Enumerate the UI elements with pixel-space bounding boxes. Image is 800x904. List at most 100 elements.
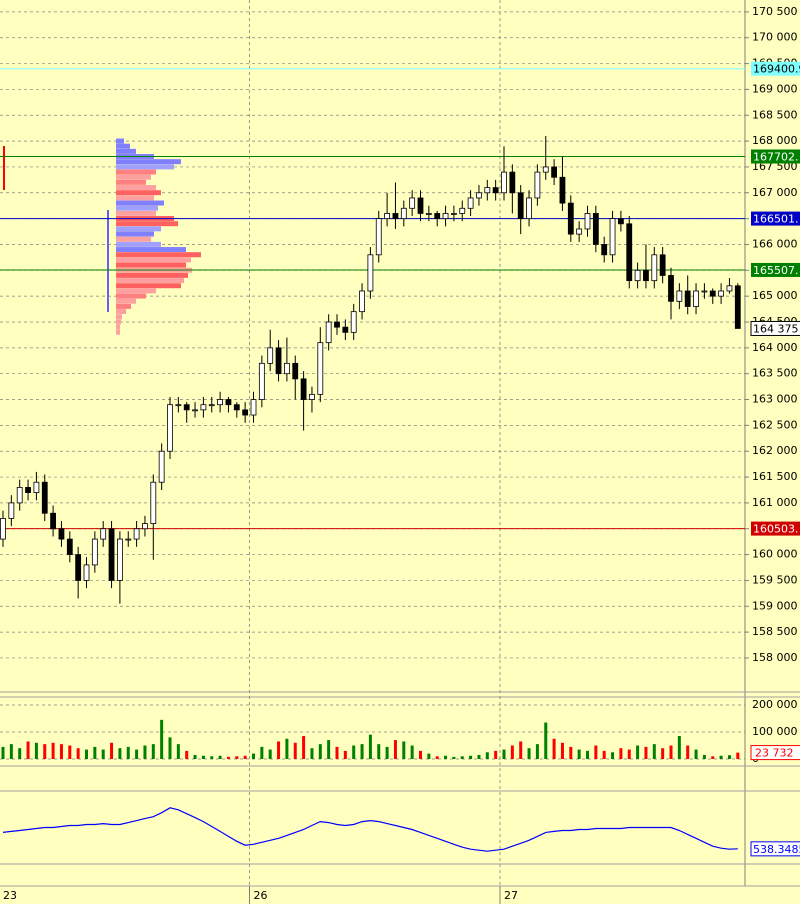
y-tick-label: 158 500 [752,625,798,638]
volume-bar [243,755,247,759]
profile-bar [116,309,126,315]
volume-bar [34,742,38,759]
candle-body [33,481,40,493]
last-price-box [750,320,800,336]
profile-bar [116,205,158,211]
volume-bar [68,745,72,759]
volume-bar [711,756,715,759]
candle-body [567,202,574,235]
profile-bar [116,169,156,175]
candle-body [676,290,683,302]
volume-bar [469,755,473,759]
profile-bar [116,278,184,284]
level-box [751,262,800,277]
candle-body [476,192,482,199]
candle-body [117,538,123,581]
volume-bar [360,744,364,759]
profile-bar [116,293,146,299]
candle-body [309,393,315,400]
volume-bar [293,742,297,759]
volume-bar [544,722,548,759]
candle-body [275,347,282,375]
volume-bar [477,754,481,759]
volume-bar [619,748,623,759]
volume-bar [85,749,88,759]
candle-body [659,254,666,276]
volume-bar [118,748,122,759]
y-tick-label: 166 000 [752,237,798,250]
profile-bar [116,190,161,196]
candle-body [450,213,457,215]
candle-body [242,409,249,416]
profile-bar [116,236,151,242]
volume-bar [410,745,414,759]
y-tick-label: 200 000 [752,698,798,711]
volume-bar [76,748,80,759]
candle-body [509,171,516,194]
profile-bar [116,314,122,320]
volume-bar [502,749,506,759]
profile-bar [116,138,124,144]
candle-body [668,275,674,302]
profile-bar [116,210,156,216]
candle-body [192,409,198,412]
candle-body [225,399,232,406]
volume-bar [101,749,105,759]
level-box [751,521,800,536]
level-box [751,211,800,226]
volume-bar [26,741,30,759]
candle-body [618,218,624,225]
candle-body [459,207,466,214]
volume-bar [368,734,372,759]
volume-bar [393,740,397,759]
last-price-label: 164 375 [753,322,799,335]
candle-body [66,538,73,555]
candle-body [175,404,182,407]
profile-bar [116,143,130,149]
volume-bar [59,744,63,759]
volume-bar [535,744,539,759]
volume-bar [494,750,498,759]
candle-body [108,528,115,581]
candle-body [634,269,641,282]
volume-bar [444,755,448,759]
volume-bar [185,750,189,759]
profile-bar [116,257,191,263]
y-tick-label: 164 000 [752,341,798,354]
level-label: 166501. [753,213,799,226]
profile-bar [116,252,201,258]
candle-body [183,404,190,411]
y-tick-label: 163 500 [752,367,798,380]
profile-bar [116,179,146,185]
volume-bar [719,755,723,759]
volume-bar [160,719,164,759]
volume-bar [226,756,230,759]
volume-bar [343,750,347,759]
last-volume-box [750,745,800,761]
profile-bar [116,298,136,304]
y-tick-label: 159 000 [752,599,798,612]
candle-body [501,171,507,194]
candle-body [601,244,608,256]
candle-body [208,404,215,407]
candle-body [258,362,265,400]
volume-bar [427,753,431,759]
level-label: 167702. [753,151,799,164]
candle-body [334,321,340,328]
candle-body [734,285,741,329]
volume-bar [385,746,389,759]
volume-bar [151,744,155,759]
y-tick-label: 168 500 [752,108,798,121]
profile-bar [116,174,151,180]
candle-body [233,404,240,411]
volume-bar [686,745,690,759]
candle-body [8,502,15,519]
candle-body [217,399,224,406]
volume-bar [318,744,322,759]
y-tick-label: 161 000 [752,496,798,509]
candle-body [551,166,557,178]
candle-body [300,378,307,400]
candle-body [409,197,416,209]
volume-bar [727,755,731,759]
candle-body [542,166,549,173]
